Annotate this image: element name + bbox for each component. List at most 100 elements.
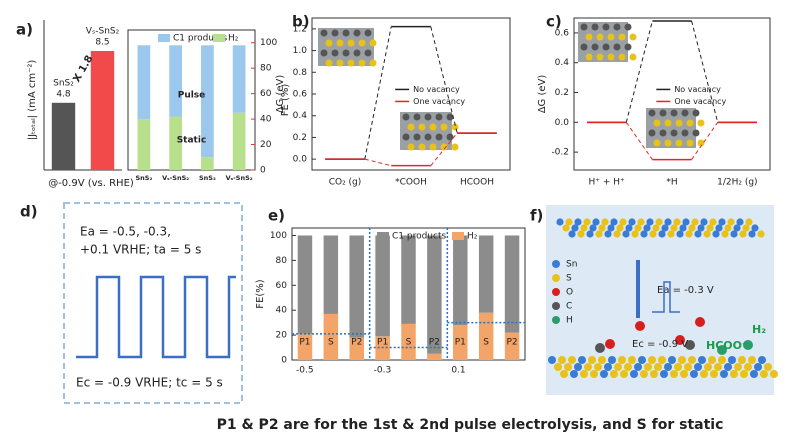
atom [724, 224, 732, 232]
atom [594, 363, 602, 371]
atom [424, 113, 432, 121]
molecule [717, 345, 727, 355]
category-label: S [406, 338, 412, 348]
atom [440, 143, 448, 151]
atom [604, 230, 612, 238]
atom [602, 43, 610, 51]
atom [608, 356, 616, 364]
y-tick-label: 40 [260, 115, 272, 125]
atom [660, 370, 668, 378]
atom [709, 218, 717, 226]
atom [568, 356, 576, 364]
atom [601, 218, 609, 226]
atom [654, 363, 662, 371]
y-tick-label: 20 [276, 331, 288, 341]
atom [703, 230, 711, 238]
molecule [685, 340, 695, 350]
atom [619, 218, 627, 226]
atom [728, 356, 736, 364]
atom [733, 224, 741, 232]
atom [628, 218, 636, 226]
atom [591, 43, 599, 51]
atom [451, 123, 459, 131]
atom [659, 109, 667, 117]
atom [697, 119, 705, 127]
panel-label: a) [16, 21, 33, 39]
molecule [695, 317, 705, 327]
atom [631, 230, 639, 238]
atom [648, 109, 656, 117]
x-tick-label: HCOOH [460, 178, 494, 188]
atom [629, 53, 637, 61]
atom [604, 363, 612, 371]
atom [613, 43, 621, 51]
atom [588, 356, 596, 364]
atom [568, 230, 576, 238]
atom [413, 133, 421, 141]
atom [742, 224, 750, 232]
atom [413, 113, 421, 121]
y-tick-label: 100 [260, 38, 277, 48]
category-label: SnS₂ [53, 78, 74, 88]
atom [668, 356, 676, 364]
atom [748, 230, 756, 238]
atom [738, 356, 746, 364]
f-text: H₂ [752, 323, 766, 336]
legend-swatch [213, 34, 225, 42]
molecule [605, 339, 615, 349]
atom [692, 129, 700, 137]
connector [364, 158, 392, 167]
atom [596, 33, 604, 41]
atom [682, 218, 690, 226]
atom [622, 230, 630, 238]
bar-segment [401, 235, 416, 324]
category-label: P2 [351, 338, 362, 348]
bar-segment [323, 235, 339, 314]
category-label: P1 [377, 338, 388, 348]
atom [688, 224, 696, 232]
atom [618, 53, 626, 61]
category-label: P1 [299, 338, 310, 348]
atom [718, 218, 726, 226]
legend-label: O [566, 288, 573, 298]
connector [625, 122, 653, 160]
atom [446, 113, 454, 121]
atom [653, 139, 661, 147]
atom [628, 356, 636, 364]
caption: P1 & P2 are for the 1st & 2nd pulse elec… [217, 417, 724, 433]
legend-dot [552, 260, 560, 268]
d-text: Ea = -0.5, -0.3, [80, 225, 171, 239]
atom [700, 370, 708, 378]
atom [402, 133, 410, 141]
x-tick-label: *COOH [395, 178, 427, 188]
atom [720, 370, 728, 378]
atom [585, 53, 593, 61]
atom [688, 356, 696, 364]
atom [358, 39, 366, 47]
atom [667, 230, 675, 238]
legend-label: H₂ [467, 232, 478, 242]
y-tick-label: 60 [260, 89, 272, 99]
pulse-waveform [76, 275, 236, 359]
atom [353, 49, 361, 57]
atom [556, 218, 564, 226]
atom [353, 29, 361, 37]
legend-label: One vacancy [413, 97, 465, 106]
atom [451, 143, 459, 151]
bar-segment [232, 45, 246, 113]
atom [736, 218, 744, 226]
atom [342, 29, 350, 37]
atom [640, 230, 648, 238]
legend-label: No vacancy [413, 85, 460, 94]
d-text: +0.1 VRHE; ta = 5 s [80, 243, 201, 257]
atom [624, 23, 632, 31]
atom [580, 43, 588, 51]
atom [565, 218, 573, 226]
atom [714, 363, 722, 371]
atom [637, 218, 645, 226]
atom [607, 33, 615, 41]
atom [590, 370, 598, 378]
atom [715, 224, 723, 232]
atom [634, 224, 642, 232]
